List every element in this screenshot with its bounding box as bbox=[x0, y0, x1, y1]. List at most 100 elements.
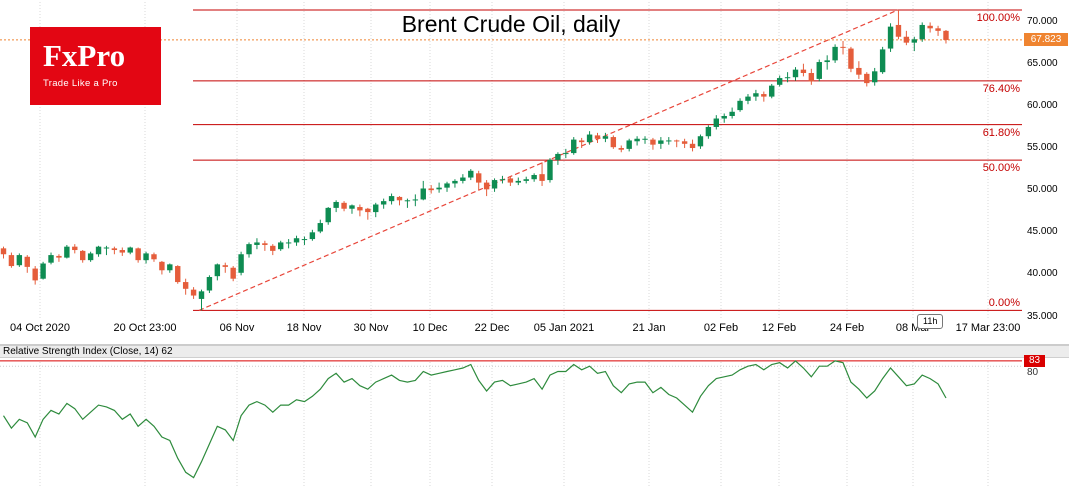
time-axis-label: 17 Mar 23:00 bbox=[955, 322, 1021, 334]
candle-body bbox=[626, 140, 632, 149]
candle-body bbox=[571, 139, 577, 154]
candle-body bbox=[230, 267, 236, 279]
candle-body bbox=[95, 246, 102, 255]
fibonacci-labels: 100.00% 76.40% 61.80% 50.00% 0.00% bbox=[976, 11, 1020, 310]
fib-level-label: 0.00% bbox=[988, 297, 1020, 310]
candle-body bbox=[650, 139, 656, 145]
candle-body bbox=[776, 78, 783, 85]
candle-body bbox=[206, 277, 213, 291]
candle-body bbox=[32, 268, 38, 281]
candle-body bbox=[769, 85, 775, 97]
candle-countdown-tooltip: 11h bbox=[917, 314, 944, 329]
candle-body bbox=[927, 25, 933, 29]
candle-body bbox=[317, 223, 323, 232]
candle-body bbox=[198, 291, 205, 299]
candle-body bbox=[285, 242, 292, 244]
candle-body bbox=[872, 71, 878, 83]
candle-body bbox=[476, 173, 482, 183]
candle-body bbox=[483, 182, 490, 190]
candle-body bbox=[428, 188, 434, 191]
candle-body bbox=[634, 138, 640, 142]
candle-body bbox=[301, 239, 308, 241]
candle-body bbox=[127, 247, 133, 253]
candle-body bbox=[349, 205, 355, 209]
candle-body bbox=[832, 46, 838, 61]
time-axis-label: 02 Feb bbox=[703, 322, 739, 334]
candle-body bbox=[721, 115, 727, 119]
time-axis[interactable]: 04 Oct 2020 20 Oct 23:00 06 Nov 18 Nov 30 No… bbox=[0, 322, 1069, 338]
candle-body bbox=[531, 175, 537, 180]
time-axis-label: 20 Oct 23:00 bbox=[113, 322, 177, 334]
candle-body bbox=[887, 26, 894, 49]
fib-level-label: 100.00% bbox=[976, 11, 1020, 24]
time-axis-label: 12 Feb bbox=[761, 322, 797, 334]
price-axis-label: 45.000 bbox=[1027, 226, 1058, 238]
candle-body bbox=[808, 73, 815, 82]
candle-body bbox=[911, 39, 917, 43]
time-axis-label: 10 Dec bbox=[412, 322, 448, 334]
candle-body bbox=[816, 62, 822, 79]
candle-body bbox=[436, 187, 442, 190]
candle-body bbox=[190, 289, 197, 296]
candle-body bbox=[420, 188, 426, 200]
candle-body bbox=[40, 263, 46, 279]
candle-body bbox=[761, 94, 767, 97]
candle-body bbox=[182, 282, 189, 289]
candle-body bbox=[753, 93, 759, 97]
candle-body bbox=[578, 140, 585, 143]
candle-body bbox=[143, 253, 149, 261]
candle-body bbox=[262, 243, 268, 245]
candle-body bbox=[214, 264, 221, 277]
candle-body bbox=[103, 247, 110, 249]
candle-body bbox=[547, 159, 553, 181]
candle-body bbox=[325, 207, 331, 223]
candle-body bbox=[903, 36, 910, 43]
rsi-line bbox=[2, 360, 947, 479]
fib-level-label: 50.00% bbox=[982, 162, 1020, 175]
candle-body bbox=[586, 134, 593, 143]
candle-body bbox=[341, 202, 347, 209]
time-axis-label: 05 Jan 2021 bbox=[533, 322, 595, 334]
candle-body bbox=[365, 208, 371, 213]
candle-body bbox=[610, 137, 617, 148]
candle-body bbox=[523, 179, 529, 181]
time-axis-label: 24 Feb bbox=[829, 322, 865, 334]
candle-body bbox=[72, 246, 78, 251]
time-axis-label: 18 Nov bbox=[286, 322, 322, 334]
candle-body bbox=[48, 255, 54, 263]
candle-body bbox=[737, 100, 743, 111]
candle-body bbox=[270, 245, 276, 251]
candle-body bbox=[309, 232, 316, 240]
candle-body bbox=[56, 255, 62, 258]
candle-body bbox=[729, 111, 735, 116]
time-axis-label: 22 Dec bbox=[474, 322, 510, 334]
candle-body bbox=[824, 60, 830, 63]
candle-body bbox=[689, 143, 696, 149]
candle-body bbox=[745, 96, 751, 101]
fxpro-logo-tagline: Trade Like a Pro bbox=[43, 78, 118, 89]
candle-body bbox=[175, 266, 181, 283]
time-axis-label: 21 Jan bbox=[632, 322, 666, 334]
candle-body bbox=[784, 77, 791, 79]
candle-body bbox=[87, 253, 94, 261]
candle-body bbox=[681, 141, 688, 144]
candle-body bbox=[135, 248, 141, 261]
candle-body bbox=[539, 174, 545, 181]
candle-body bbox=[848, 48, 854, 69]
candle-body bbox=[713, 118, 719, 127]
candle-body bbox=[64, 246, 70, 258]
candle-body bbox=[388, 196, 395, 202]
candle-body bbox=[293, 238, 300, 243]
price-axis[interactable]: 70.000 65.000 60.000 55.000 50.000 45.000 40.0… bbox=[1024, 0, 1069, 490]
candle-body bbox=[222, 265, 228, 267]
candle-body bbox=[404, 200, 411, 202]
candle-body bbox=[674, 140, 680, 142]
rsi-level-badge: 83 bbox=[1024, 354, 1045, 367]
price-axis-label: 60.000 bbox=[1027, 99, 1058, 111]
candle-body bbox=[792, 69, 799, 78]
candle-body bbox=[666, 140, 672, 142]
fxpro-logo-text: FxPro bbox=[43, 38, 126, 73]
candle-body bbox=[895, 24, 902, 37]
